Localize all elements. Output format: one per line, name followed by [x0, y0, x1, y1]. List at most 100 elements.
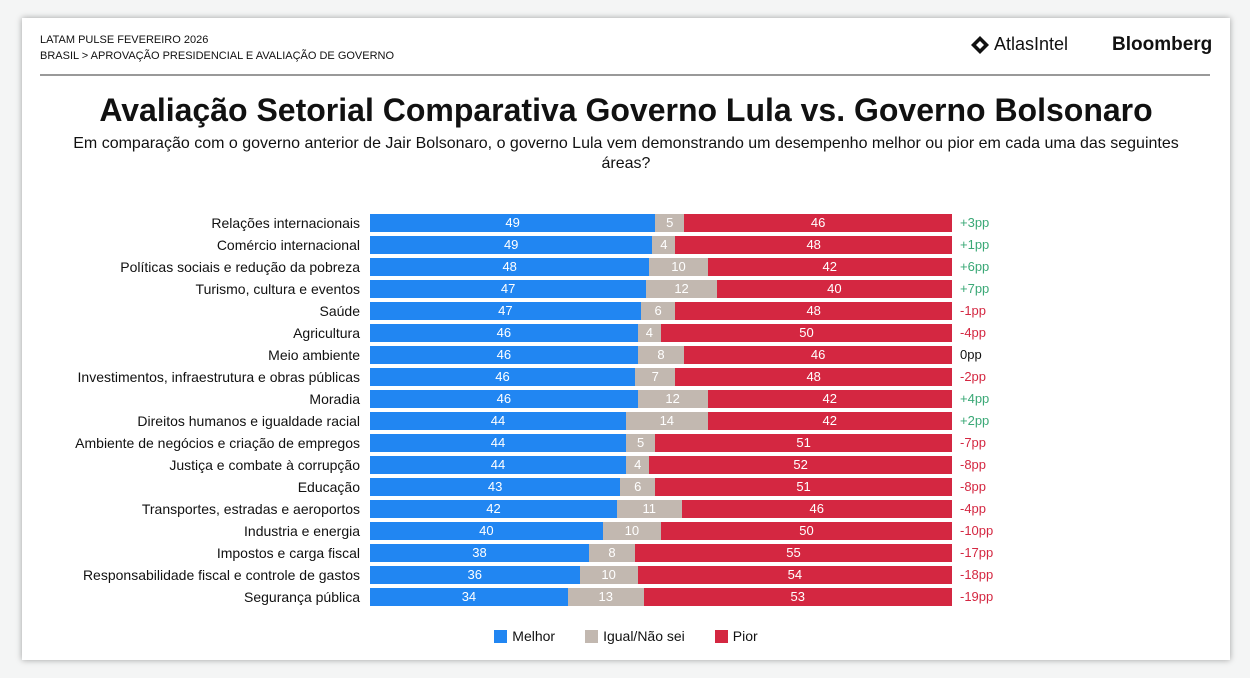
bar-pior: 54 — [637, 566, 952, 584]
bar-melhor: 36 — [370, 566, 580, 584]
category-label: Investimentos, infraestrutura e obras pú… — [77, 369, 360, 385]
difference-label: -8pp — [960, 479, 987, 494]
bar-row: Turismo, cultura e eventos 47 12 40 +7pp — [22, 280, 1230, 298]
difference-label: +4pp — [960, 391, 990, 406]
bar-row: Impostos e carga fiscal 38 8 55 -17pp — [22, 544, 1230, 562]
stacked-bar: 43 6 51 — [370, 478, 952, 496]
difference-label: -10pp — [960, 523, 994, 538]
difference-label: -4pp — [960, 325, 987, 340]
bar-pior: 51 — [655, 434, 952, 452]
difference-label: -17pp — [960, 545, 994, 560]
difference-label: +2pp — [960, 413, 990, 428]
atlas-diamond-icon — [971, 35, 989, 54]
stacked-bar: 44 4 52 — [370, 456, 952, 474]
category-label: Direitos humanos e igualdade racial — [137, 413, 360, 429]
difference-label: -7pp — [960, 435, 987, 450]
stacked-bar: 46 4 50 — [370, 324, 952, 342]
bar-row: Segurança pública 34 13 53 -19pp — [22, 588, 1230, 606]
bar-row: Responsabilidade fiscal e controle de ga… — [22, 566, 1230, 584]
category-label: Impostos e carga fiscal — [216, 545, 360, 561]
difference-label: 0pp — [960, 347, 982, 362]
stacked-bar: 49 4 48 — [370, 236, 952, 254]
legend-swatch — [714, 629, 728, 643]
bar-melhor: 49 — [370, 214, 656, 232]
bar-melhor: 38 — [370, 544, 589, 562]
difference-label: -8pp — [960, 457, 987, 472]
bar-pior: 50 — [660, 522, 952, 540]
bar-igual: 5 — [626, 434, 656, 452]
divider — [40, 74, 1210, 76]
bar-igual: 6 — [640, 302, 676, 320]
bar-igual: 6 — [620, 478, 656, 496]
category-label: Industria e energia — [244, 523, 360, 539]
stacked-bar: 44 14 42 — [370, 412, 952, 430]
legend: Melhor Igual/Não sei Pior — [22, 628, 1230, 644]
bar-pior: 53 — [643, 588, 952, 606]
bar-melhor: 47 — [370, 280, 647, 298]
bar-row: Políticas sociais e redução da pobreza 48… — [22, 258, 1230, 276]
difference-label: +1pp — [960, 237, 990, 252]
bar-melhor: 46 — [370, 368, 636, 386]
legend-label: Pior — [732, 628, 758, 644]
category-label: Ambiente de negócios e criação de empreg… — [75, 435, 360, 451]
bar-row: Comércio internacional 49 4 48 +1pp — [22, 236, 1230, 254]
difference-label: +7pp — [960, 281, 990, 296]
category-label: Moradia — [309, 391, 360, 407]
bar-pior: 51 — [655, 478, 952, 496]
category-label: Relações internacionais — [211, 215, 360, 231]
stacked-bar: 49 5 46 — [370, 214, 952, 232]
chart-card: LATAM PULSE FEVEREIRO 2026 BRASIL > APRO… — [22, 18, 1230, 660]
bloomberg-logo: Bloomberg — [1112, 34, 1213, 55]
bar-melhor: 46 — [370, 346, 638, 364]
bar-pior: 48 — [675, 302, 952, 320]
bar-melhor: 49 — [370, 236, 653, 254]
category-label: Turismo, cultura e eventos — [195, 281, 360, 297]
bar-igual: 11 — [616, 500, 682, 518]
bar-row: Meio ambiente 46 8 46 0pp — [22, 346, 1230, 364]
stacked-bar: 42 11 46 — [370, 500, 952, 518]
bar-row: Saúde 47 6 48 -1pp — [22, 302, 1230, 320]
bar-row: Investimentos, infraestrutura e obras pú… — [22, 368, 1230, 386]
difference-label: +6pp — [960, 259, 990, 274]
category-label: Transportes, estradas e aeroportos — [141, 501, 360, 517]
stacked-bar: 40 10 50 — [370, 522, 952, 540]
category-label: Políticas sociais e redução da pobreza — [120, 259, 360, 275]
legend-swatch — [494, 629, 508, 643]
bar-melhor: 40 — [370, 522, 603, 540]
category-label: Agricultura — [293, 325, 360, 341]
bar-melhor: 48 — [370, 258, 650, 276]
bar-igual: 10 — [579, 566, 638, 584]
difference-label: -1pp — [960, 303, 987, 318]
bar-row: Ambiente de negócios e criação de empreg… — [22, 434, 1230, 452]
bar-pior: 40 — [716, 280, 952, 298]
bar-row: Direitos humanos e igualdade racial 44 14 4… — [22, 412, 1230, 430]
bar-row: Relações internacionais 49 5 46 +3pp — [22, 214, 1230, 232]
stacked-bar: 44 5 51 — [370, 434, 952, 452]
bar-pior: 46 — [681, 500, 952, 518]
bar-melhor: 46 — [370, 324, 638, 342]
bar-pior: 50 — [660, 324, 952, 342]
difference-label: -4pp — [960, 501, 987, 516]
bar-igual: 8 — [588, 544, 636, 562]
stacked-bar: 47 6 48 — [370, 302, 952, 320]
legend-label: Melhor — [512, 628, 556, 644]
category-label: Justiça e combate à corrupção — [169, 457, 360, 473]
bar-igual: 10 — [602, 522, 661, 540]
atlasintel-logo: AtlasIntel — [970, 34, 1068, 55]
stacked-bar: 36 10 54 — [370, 566, 952, 584]
bar-igual: 12 — [646, 280, 717, 298]
bar-igual: 4 — [626, 456, 650, 474]
survey-name: LATAM PULSE FEVEREIRO 2026 — [40, 34, 209, 46]
bar-row: Agricultura 46 4 50 -4pp — [22, 324, 1230, 342]
bar-melhor: 43 — [370, 478, 621, 496]
stacked-bar: 48 10 42 — [370, 258, 952, 276]
category-label: Comércio internacional — [216, 237, 360, 253]
difference-label: -2pp — [960, 369, 987, 384]
bar-pior: 48 — [675, 236, 952, 254]
bar-row: Industria e energia 40 10 50 -10pp — [22, 522, 1230, 540]
bar-row: Moradia 46 12 42 +4pp — [22, 390, 1230, 408]
bar-melhor: 44 — [370, 456, 627, 474]
bar-igual: 12 — [637, 390, 708, 408]
bar-igual: 13 — [567, 588, 644, 606]
chart-title: Avaliação Setorial Comparativa Governo L… — [99, 92, 1153, 128]
